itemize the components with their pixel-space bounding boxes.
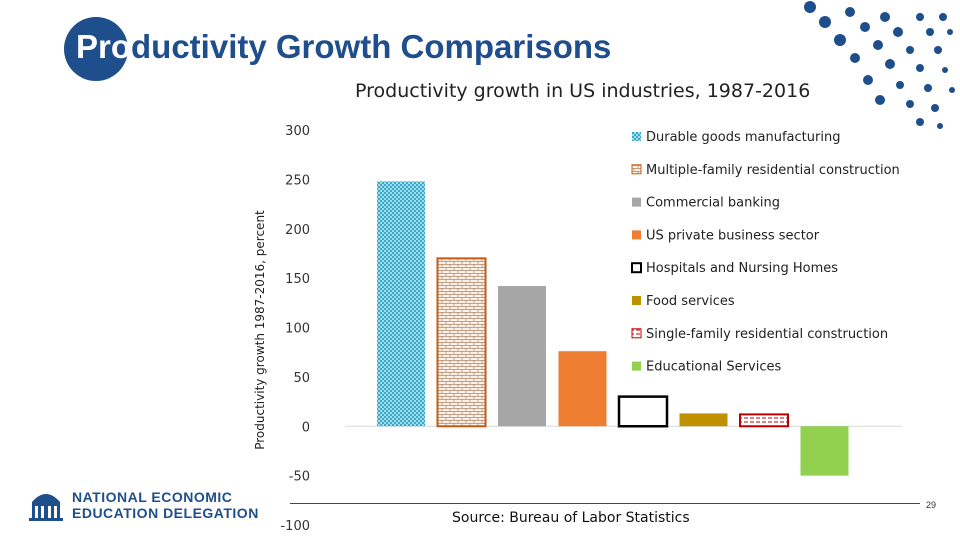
legend-label: Durable goods manufacturing — [646, 130, 840, 145]
y-tick-label: 150 — [285, 272, 310, 287]
legend-label: US private business sector — [646, 228, 820, 243]
y-tick-label: 100 — [285, 322, 310, 337]
title-circle-decoration — [64, 17, 128, 81]
legend-swatch — [631, 262, 642, 274]
bar-4 — [558, 351, 607, 427]
legend-swatch — [632, 132, 641, 141]
page-number: 29 — [926, 500, 937, 510]
bar-5 — [617, 395, 669, 428]
legend-swatch — [631, 328, 642, 339]
legend-swatch — [632, 197, 641, 207]
legend-swatch — [632, 296, 641, 305]
dot-pattern-decoration — [804, 1, 955, 129]
legend-label: Multiple-family residential construction — [646, 163, 900, 178]
slide-title-rest: ductivity Growth Comparisons — [131, 28, 612, 65]
bar-2 — [436, 257, 487, 428]
legend-label: Single-family residential construction — [646, 327, 888, 342]
source-note: Source: Bureau of Labor Statistics — [452, 510, 690, 526]
footer-divider — [290, 503, 920, 504]
legend-swatch — [631, 164, 642, 175]
slide-title: Productivity Growth Comparisons — [76, 28, 611, 66]
y-tick-label: -50 — [289, 470, 310, 485]
y-tick-label: 0 — [302, 420, 310, 435]
legend-label: Educational Services — [646, 360, 781, 375]
y-tick-label: 50 — [293, 371, 310, 386]
logo-line-1: NATIONAL ECONOMIC — [72, 489, 233, 505]
bar-3 — [498, 286, 546, 427]
logo-wordmark: NATIONAL ECONOMIC EDUCATION DELEGATION — [72, 489, 259, 521]
bar-8 — [800, 426, 849, 476]
legend-swatch — [632, 230, 641, 240]
logo-line-2: EDUCATION DELEGATION — [72, 505, 259, 521]
bar-1 — [377, 181, 425, 427]
legend-label: Commercial banking — [646, 196, 780, 211]
bar-7 — [739, 413, 789, 428]
ned-logo: NATIONAL ECONOMIC EDUCATION DELEGATION — [26, 484, 259, 526]
chart-title: Productivity growth in US industries, 19… — [355, 80, 811, 102]
legend-label: Hospitals and Nursing Homes — [646, 261, 838, 276]
y-tick-label: 300 — [285, 124, 310, 139]
capitol-dome-icon — [29, 494, 63, 521]
legend-label: Food services — [646, 294, 735, 309]
y-tick-label: 250 — [285, 173, 310, 188]
y-tick-label: 200 — [285, 223, 310, 238]
legend-swatch — [632, 361, 641, 371]
y-tick-label: -100 — [280, 519, 310, 534]
bar-6 — [679, 413, 728, 427]
slide-title-prefix: Pro — [76, 28, 132, 65]
